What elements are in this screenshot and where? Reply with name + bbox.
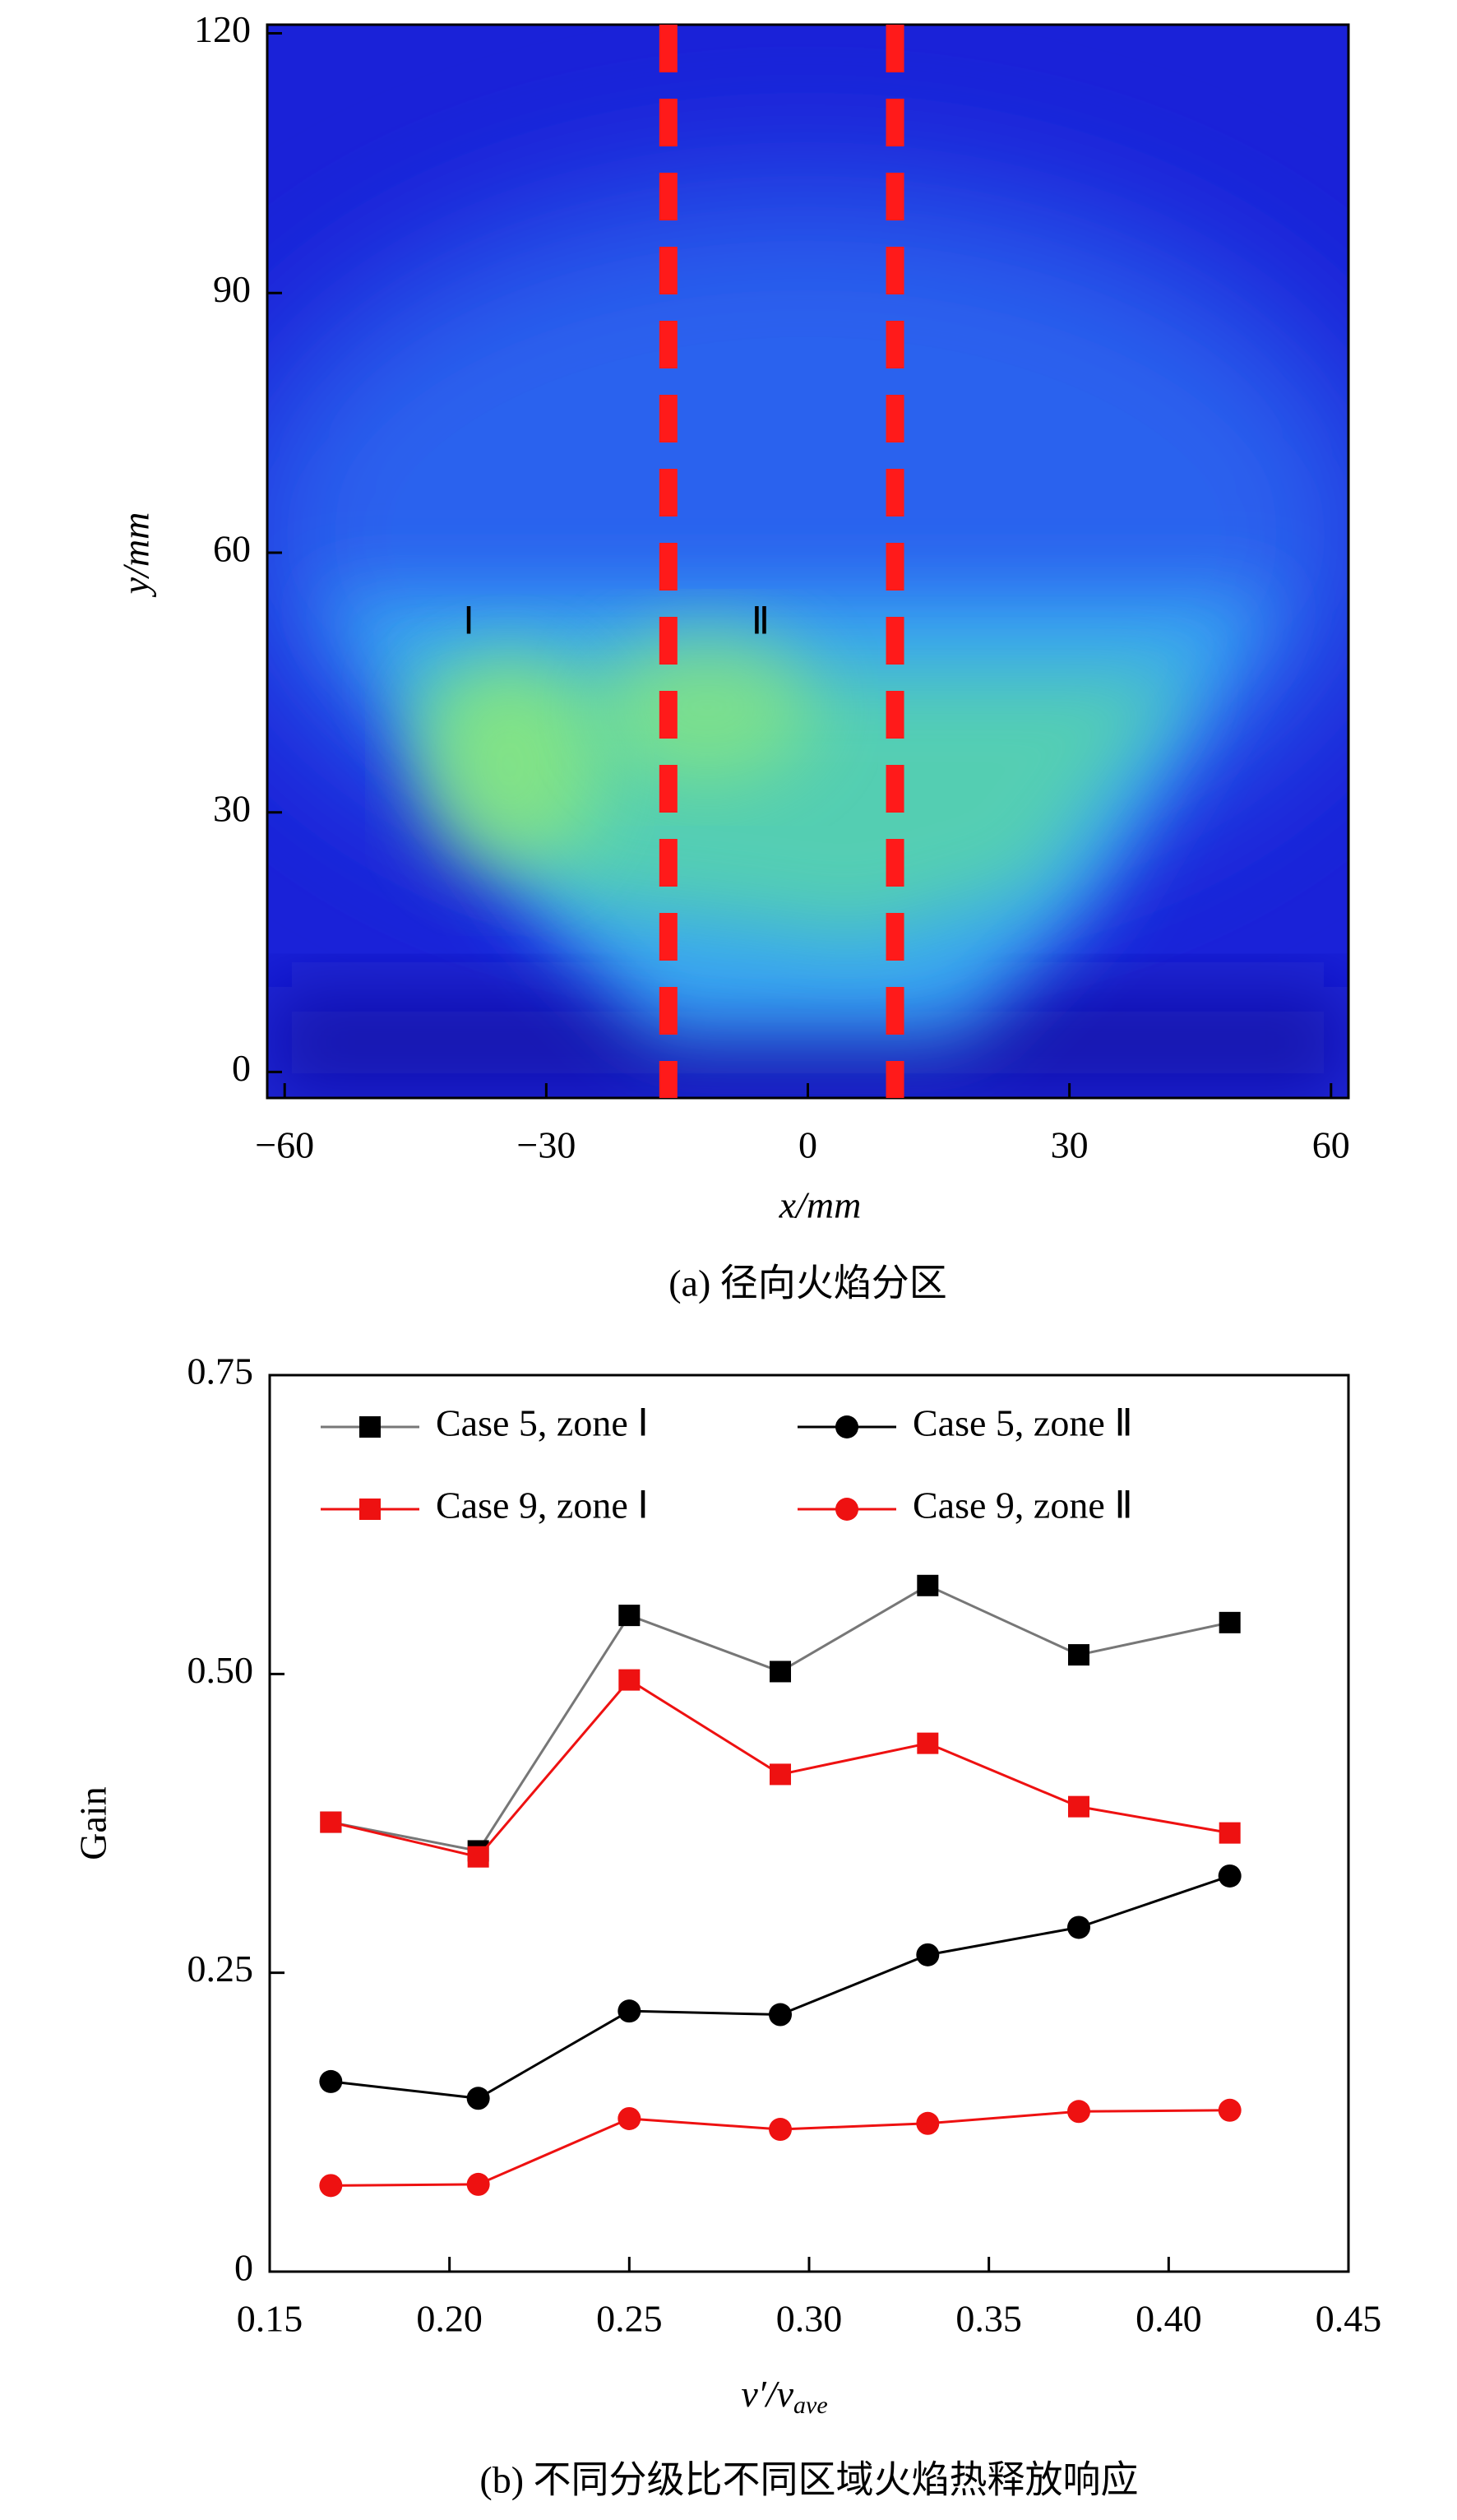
x-tick-label: 0.15: [237, 2298, 303, 2340]
legend-marker: [359, 1416, 381, 1438]
marker: [916, 1943, 940, 1966]
legend-label: Case 9, zone Ⅰ: [436, 1485, 649, 1526]
y-tick-label: 60: [213, 528, 251, 570]
x-tick-label: 0: [798, 1124, 817, 1166]
y-tick-label: 30: [213, 787, 251, 829]
x-axis-label-main: v′/v: [741, 2373, 793, 2415]
marker: [1068, 1795, 1089, 1818]
marker: [917, 1574, 939, 1596]
marker: [466, 2087, 490, 2110]
marker: [769, 2003, 793, 2027]
x-tick-label: 0.30: [776, 2298, 843, 2340]
x-axis-label: x/mm: [779, 1184, 862, 1226]
marker: [1218, 2098, 1242, 2122]
legend-label: Case 9, zone Ⅱ: [913, 1485, 1133, 1526]
caption: (a) 径向火焰分区: [668, 1262, 947, 1304]
x-tick-label: 0.40: [1136, 2298, 1202, 2340]
marker: [466, 2172, 490, 2196]
y-tick-label: 90: [213, 268, 251, 310]
marker: [1067, 1915, 1090, 1939]
legend-marker: [835, 1415, 858, 1438]
marker: [916, 2111, 940, 2135]
x-tick-label: −60: [255, 1124, 314, 1166]
marker: [1068, 1644, 1089, 1666]
marker: [320, 1811, 342, 1833]
legend-marker: [359, 1499, 381, 1520]
x-tick-label: −30: [516, 1124, 576, 1166]
series-line: [331, 1874, 1231, 2100]
marker: [770, 1661, 792, 1683]
y-tick-label: 120: [194, 8, 251, 50]
zone-label: Ⅱ: [752, 600, 770, 642]
y-axis-label: y/mm: [115, 512, 157, 598]
marker: [1219, 1822, 1241, 1844]
marker: [467, 1846, 489, 1868]
marker: [319, 2174, 343, 2198]
y-tick-label: 0.25: [187, 1948, 254, 1990]
flame-image: [267, 25, 1348, 1098]
marker: [1067, 2100, 1090, 2124]
marker: [1219, 1611, 1241, 1633]
marker: [618, 1669, 641, 1691]
legend-label: Case 5, zone Ⅰ: [436, 1402, 649, 1444]
y-tick-label: 0.75: [187, 1350, 254, 1392]
y-tick-label: 0.50: [187, 1649, 254, 1691]
legend-label: Case 5, zone Ⅱ: [913, 1402, 1133, 1444]
x-tick-label: 60: [1312, 1124, 1350, 1166]
x-tick-label: 0.45: [1316, 2298, 1382, 2340]
x-tick-label: 0.35: [955, 2298, 1022, 2340]
zone-label: Ⅰ: [463, 600, 474, 642]
marker: [917, 1732, 939, 1754]
y-axis-label: Gain: [72, 1786, 114, 1860]
marker: [1218, 1864, 1242, 1888]
x-axis-label: v′/vave: [741, 2373, 827, 2419]
caption: (b) 不同分级比不同区域火焰热释放响应: [479, 2459, 1138, 2501]
legend-marker: [835, 1498, 858, 1521]
y-tick-label: 0: [234, 2247, 253, 2289]
marker: [617, 2106, 641, 2130]
x-tick-label: 0.25: [596, 2298, 663, 2340]
x-tick-label: 0.20: [416, 2298, 483, 2340]
marker: [770, 1763, 792, 1786]
series-line: [331, 1584, 1230, 1853]
y-tick-label: 0: [232, 1047, 251, 1089]
marker: [769, 2118, 793, 2142]
marker: [618, 1605, 641, 1627]
marker: [319, 2069, 343, 2093]
x-tick-label: 30: [1051, 1124, 1089, 1166]
x-axis-label-sub: ave: [793, 2392, 828, 2419]
marker: [617, 1999, 641, 2023]
